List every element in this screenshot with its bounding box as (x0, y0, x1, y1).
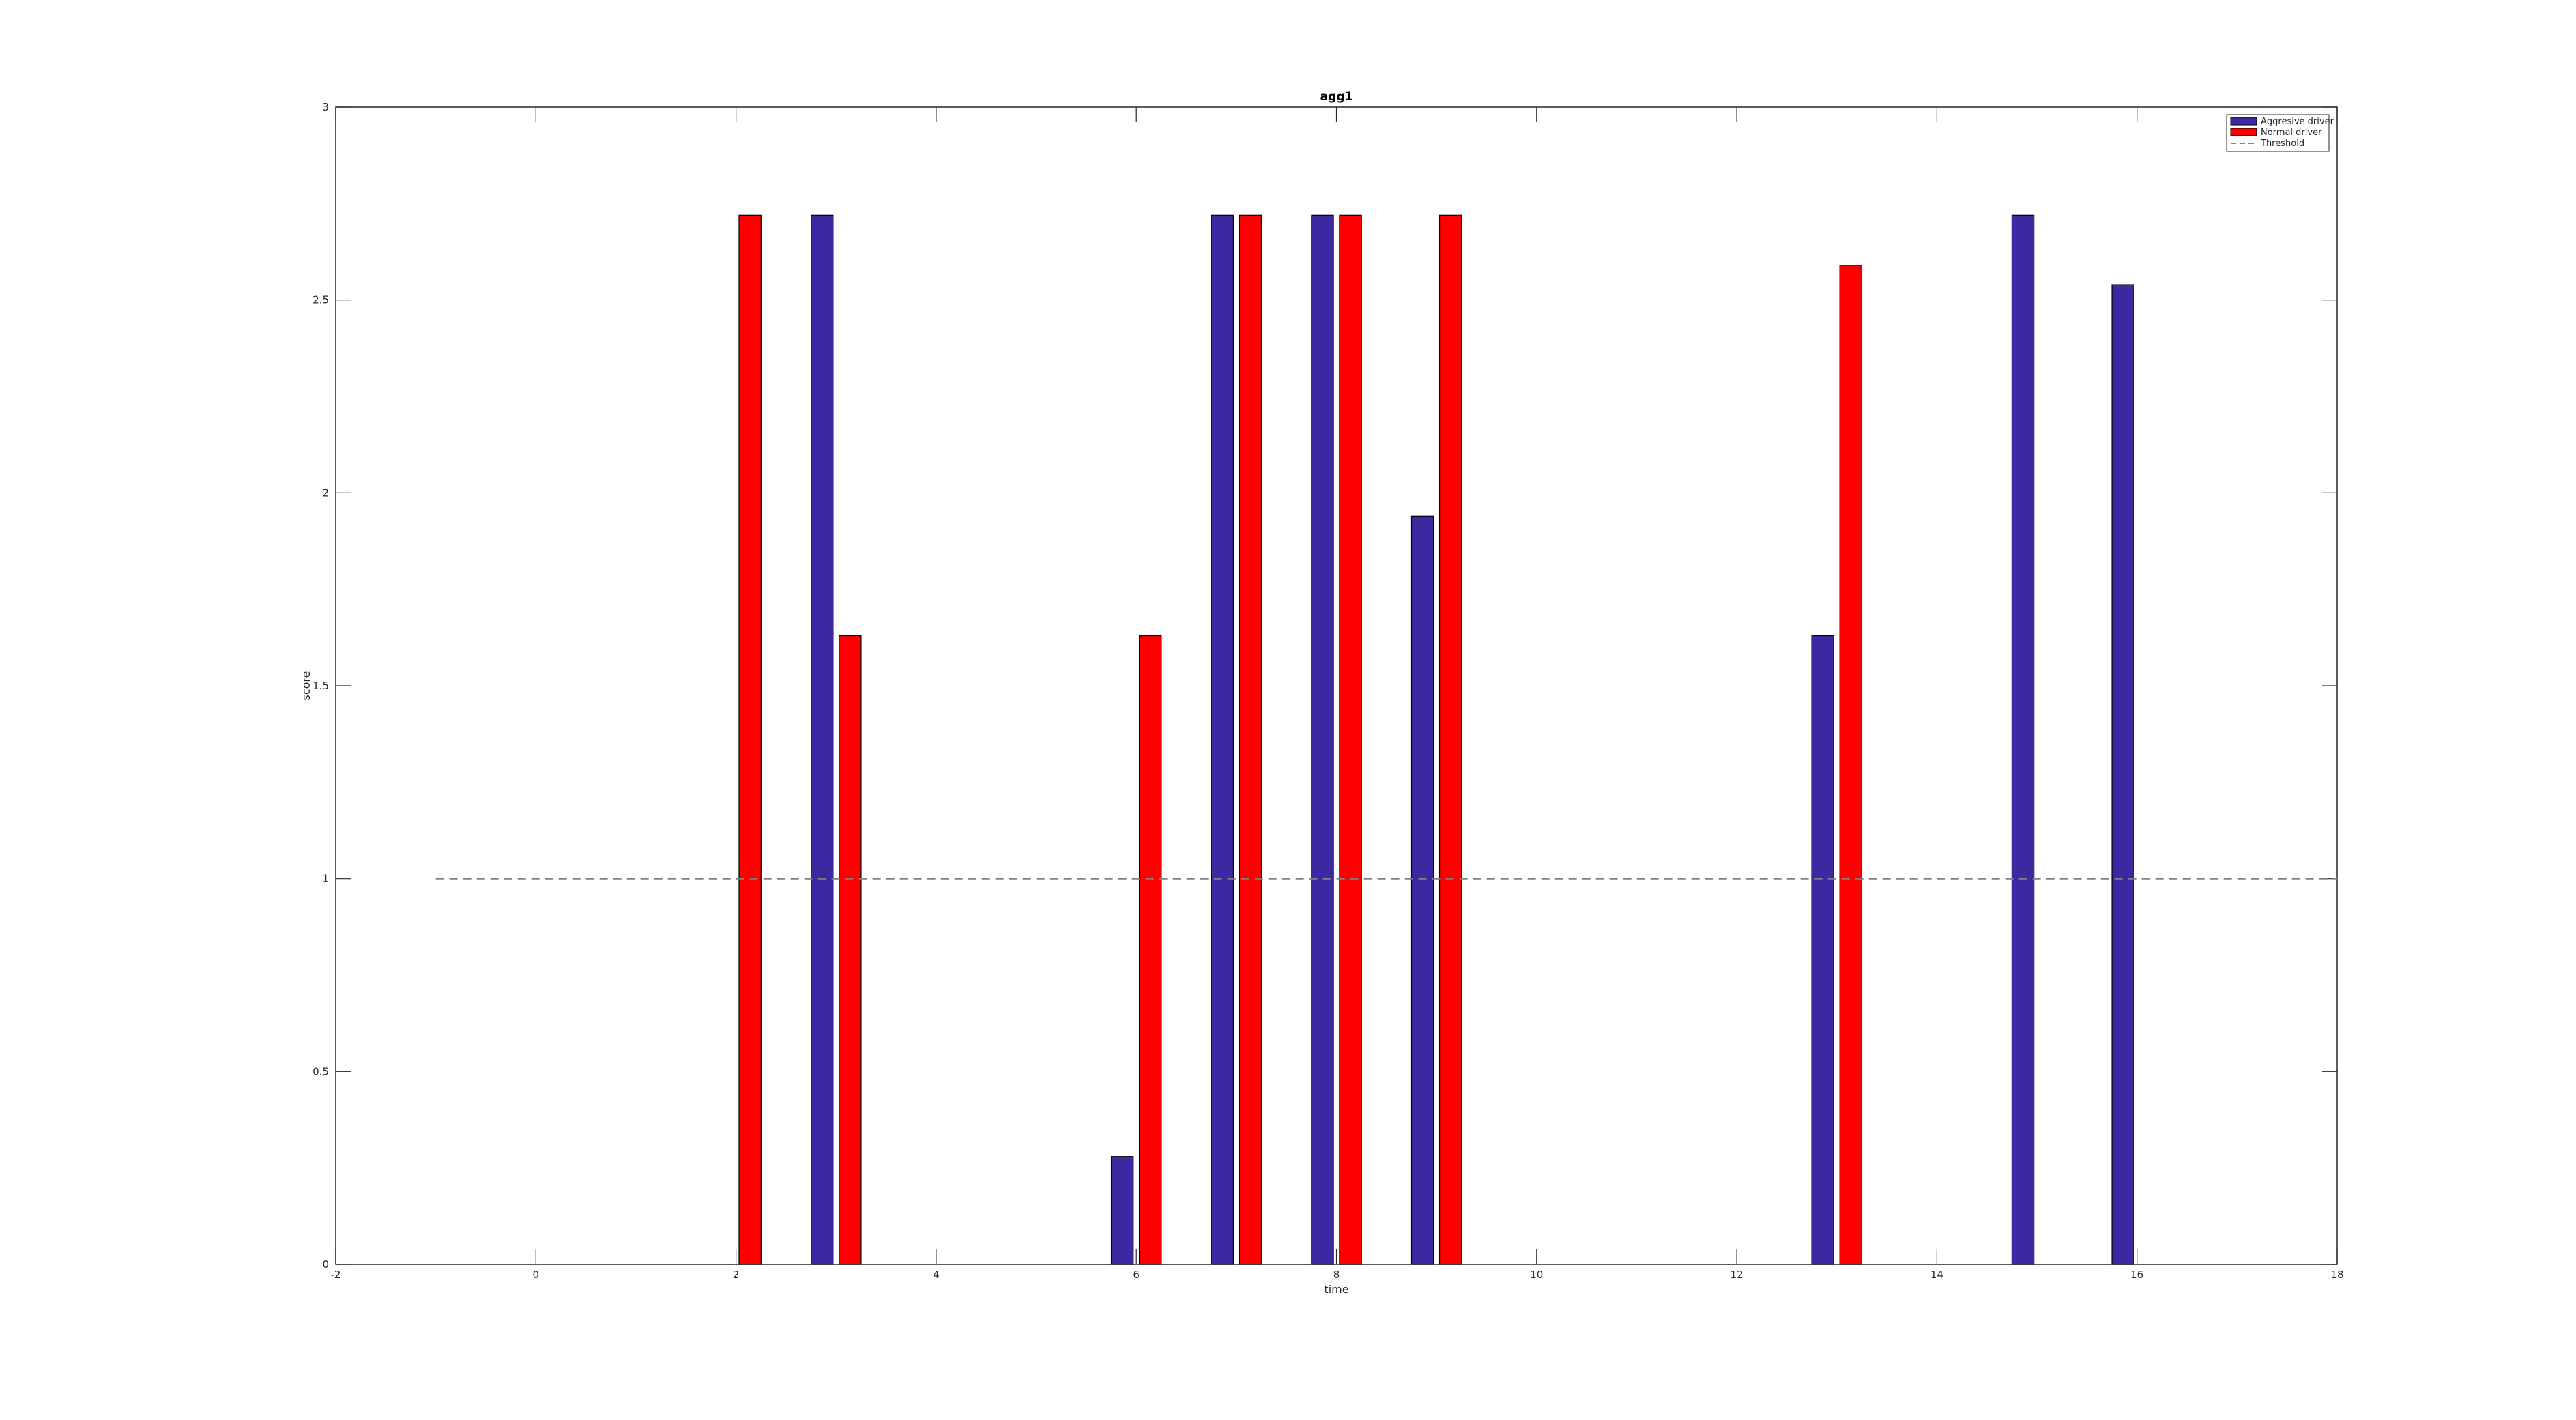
y-tick-label: 3 (322, 101, 329, 113)
legend-threshold-label: Threshold (2260, 139, 2304, 149)
x-tick-label: 6 (1133, 1269, 1140, 1281)
bar-aggressive-driver (2111, 284, 2134, 1265)
y-tick-label: 1.5 (313, 680, 329, 692)
bar-normal-driver (1339, 214, 1362, 1265)
bar-normal-driver (738, 214, 762, 1265)
legend-aggressive-driver-swatch (2230, 117, 2257, 126)
y-tick-label: 2 (322, 487, 329, 499)
bar-normal-driver (1138, 635, 1162, 1265)
bar-normal-driver (839, 635, 862, 1265)
legend-normal-driver-swatch (2230, 128, 2257, 136)
bar-aggressive-driver (1811, 635, 1834, 1265)
bar-normal-driver (1438, 214, 1462, 1265)
x-tick-label: 2 (733, 1269, 740, 1281)
bar-aggressive-driver (1410, 515, 1434, 1265)
y-tick-label: 0.5 (313, 1065, 329, 1077)
bar-aggressive-driver (1211, 214, 1234, 1265)
x-tick-label: 18 (2330, 1269, 2343, 1281)
y-axis-label: score (300, 671, 313, 701)
x-axis-label: time (1324, 1283, 1348, 1296)
bar-aggressive-driver (2011, 214, 2035, 1265)
bar-normal-driver (1839, 265, 1863, 1265)
x-tick-label: 4 (933, 1269, 940, 1281)
y-tick-label: 1 (322, 873, 329, 885)
chart-title: agg1 (1320, 90, 1353, 104)
legend-normal-driver-label: Normal driver (2261, 128, 2322, 138)
bar-aggressive-driver (1110, 1156, 1134, 1265)
x-tick-label: 16 (2130, 1269, 2143, 1281)
x-tick-label: 14 (1930, 1269, 1943, 1281)
x-tick-label: 0 (533, 1269, 540, 1281)
bar-aggressive-driver (1311, 214, 1334, 1265)
x-tick-label: -2 (331, 1269, 341, 1281)
bar-normal-driver (1239, 214, 1262, 1265)
y-tick-label: 2.5 (313, 294, 329, 306)
x-tick-label: 8 (1333, 1269, 1340, 1281)
x-tick-label: 10 (1530, 1269, 1543, 1281)
x-tick-label: 12 (1731, 1269, 1743, 1281)
legend-aggressive-driver-label: Aggresive driver (2261, 117, 2334, 127)
y-tick-label: 0 (322, 1258, 329, 1271)
bar-aggressive-driver (810, 214, 834, 1265)
